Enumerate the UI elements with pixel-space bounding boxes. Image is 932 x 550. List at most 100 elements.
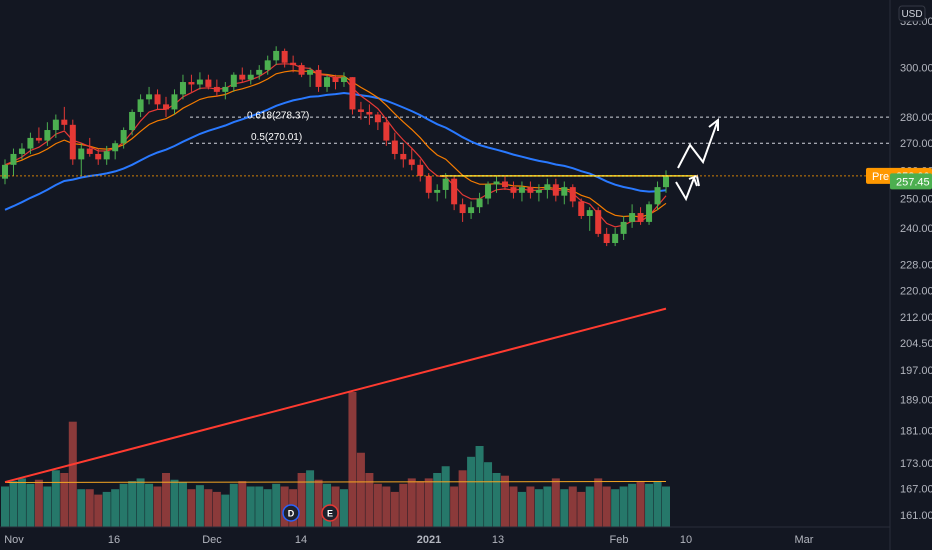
candle-body bbox=[629, 213, 636, 222]
candle-body bbox=[61, 119, 68, 125]
volume-bar bbox=[229, 483, 238, 527]
currency-button[interactable]: USD bbox=[898, 5, 926, 22]
candle bbox=[44, 122, 51, 146]
event-marker[interactable]: D bbox=[282, 504, 300, 522]
time-tick-label: 13 bbox=[492, 534, 504, 546]
candle-body bbox=[663, 175, 669, 188]
candle-body bbox=[459, 204, 466, 214]
candle-body bbox=[247, 74, 254, 80]
candle-body bbox=[569, 187, 576, 202]
candle bbox=[578, 198, 585, 219]
candle bbox=[10, 148, 17, 176]
candle bbox=[298, 62, 305, 78]
volume-bar bbox=[365, 473, 374, 527]
time-axis[interactable]: Nov 16 Dec 14 2021 13 Feb 10 Mar bbox=[0, 526, 890, 546]
candle bbox=[27, 132, 34, 154]
price-axis[interactable]: 320.00300.00280.00270.00260.00250.00240.… bbox=[889, 0, 932, 550]
volume-bar bbox=[619, 486, 628, 527]
volume-bar bbox=[60, 473, 69, 527]
candle bbox=[544, 178, 551, 199]
candle-body bbox=[383, 122, 390, 141]
volume-bar bbox=[492, 473, 501, 527]
candle bbox=[264, 55, 271, 75]
candle bbox=[171, 89, 178, 115]
volume-bar bbox=[34, 479, 43, 527]
candle-body bbox=[179, 82, 186, 95]
time-tick-label: Dec bbox=[202, 534, 222, 546]
candle bbox=[103, 145, 110, 165]
time-tick-label: 16 bbox=[108, 534, 120, 546]
volume-bar bbox=[645, 483, 654, 527]
candle bbox=[535, 184, 542, 202]
price-tick-label: 228.00 bbox=[900, 260, 932, 272]
candle-body bbox=[230, 74, 237, 87]
volume-bar bbox=[178, 482, 187, 527]
volume-bar bbox=[51, 470, 60, 527]
candle-body bbox=[69, 124, 76, 160]
price-tick-label: 161.00 bbox=[900, 510, 932, 522]
candle bbox=[468, 201, 475, 219]
candle bbox=[52, 114, 59, 138]
volume-bar bbox=[297, 473, 306, 527]
event-marker[interactable]: E bbox=[321, 504, 339, 522]
volume-bar bbox=[306, 470, 315, 527]
candle-body bbox=[188, 82, 195, 85]
candle-body bbox=[485, 184, 492, 199]
candle-body bbox=[307, 69, 314, 75]
candle bbox=[620, 215, 627, 240]
volume-bar bbox=[94, 494, 103, 527]
volume-bar bbox=[551, 478, 560, 527]
price-tick-label: 270.00 bbox=[900, 138, 932, 150]
candle-body bbox=[561, 187, 568, 196]
volume-bar bbox=[187, 489, 196, 527]
volume-bar bbox=[433, 473, 442, 527]
candle bbox=[61, 106, 68, 131]
candle bbox=[324, 74, 331, 92]
candle-body bbox=[324, 77, 331, 87]
event-badge[interactable] bbox=[282, 504, 300, 522]
candle bbox=[179, 74, 186, 100]
candle-body bbox=[646, 204, 653, 222]
candle bbox=[69, 119, 76, 165]
price-tick-label: 280.00 bbox=[900, 112, 932, 124]
volume-bar bbox=[382, 486, 391, 527]
volume-bar bbox=[390, 491, 399, 527]
candle-body bbox=[78, 148, 85, 160]
candle-body bbox=[196, 79, 203, 85]
candle-body bbox=[222, 86, 229, 92]
candle-body bbox=[154, 94, 161, 105]
volume-bar bbox=[339, 489, 348, 527]
candle bbox=[485, 181, 492, 205]
candle-body bbox=[86, 148, 93, 154]
candle-body bbox=[35, 137, 42, 141]
candle bbox=[18, 143, 25, 160]
event-badge[interactable] bbox=[321, 504, 339, 522]
candle bbox=[493, 175, 500, 193]
candle-body bbox=[213, 86, 220, 92]
candle bbox=[129, 109, 136, 136]
candle-body bbox=[535, 189, 542, 193]
candle bbox=[340, 72, 347, 87]
volume-bar bbox=[212, 491, 221, 527]
volume-bar bbox=[43, 486, 52, 527]
candle bbox=[451, 175, 458, 211]
candle-body bbox=[18, 148, 25, 154]
price-tick-label: 212.00 bbox=[900, 312, 932, 324]
candle bbox=[205, 74, 212, 90]
candle bbox=[654, 181, 661, 211]
zigzag-down-arrow bbox=[675, 175, 698, 202]
candle-body bbox=[290, 62, 297, 66]
volume-bar bbox=[85, 489, 94, 527]
candle bbox=[374, 111, 381, 131]
candle-body bbox=[552, 184, 559, 196]
price-candles bbox=[2, 46, 669, 247]
volume-bar bbox=[509, 486, 518, 527]
volume-bar bbox=[102, 491, 111, 527]
candle bbox=[86, 137, 93, 157]
candle bbox=[146, 86, 153, 105]
candle bbox=[518, 181, 525, 202]
volume-bar bbox=[373, 483, 382, 527]
candle-body bbox=[52, 119, 59, 131]
price-tick-label: 173.00 bbox=[900, 458, 932, 470]
